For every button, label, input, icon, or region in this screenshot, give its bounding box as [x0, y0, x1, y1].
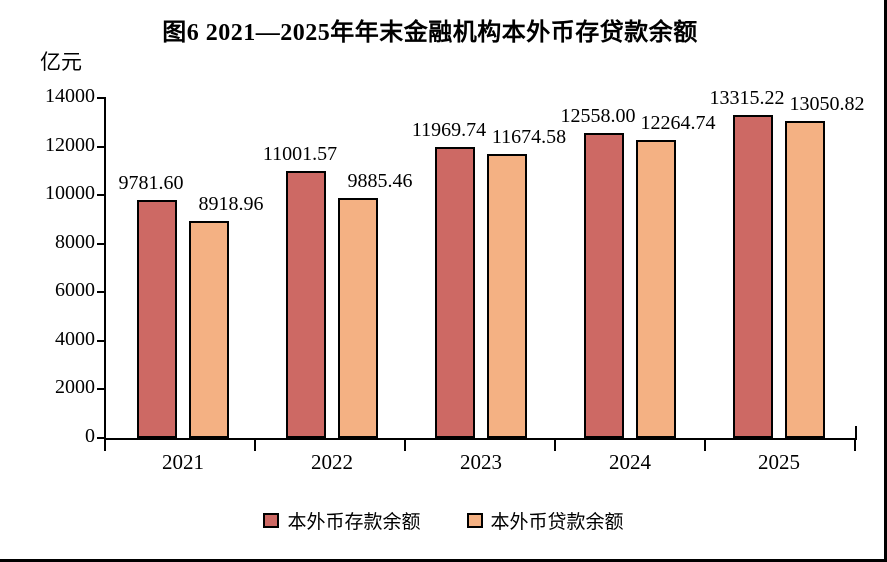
legend-swatch-deposits — [263, 513, 280, 528]
x-tick-label-2021: 2021 — [162, 450, 204, 474]
y-axis-unit-label: 亿元 — [40, 50, 82, 74]
y-axis-tick-4000 — [97, 339, 105, 342]
x-axis-tick-0 — [104, 438, 106, 451]
y-axis-tick-10000 — [97, 194, 105, 197]
bar-value-label-loans-2025: 13050.82 — [789, 93, 865, 116]
bar-loans-2023 — [487, 154, 527, 438]
bar-value-label-deposits-2022: 11001.57 — [262, 142, 338, 165]
y-tick-label-0: 0 — [85, 425, 95, 447]
legend-label-loans: 本外币贷款余额 — [490, 512, 624, 533]
legend-label-deposits: 本外币存款余额 — [287, 512, 421, 533]
y-tick-label-10000: 10000 — [45, 182, 95, 205]
x-tick-label-2024: 2024 — [609, 450, 651, 474]
bar-value-label-deposits-2023: 11969.74 — [411, 119, 487, 142]
bar-value-label-deposits-2024: 12558.00 — [560, 105, 636, 128]
x-axis-tick-4 — [704, 438, 706, 451]
y-axis-tick-0 — [97, 437, 105, 439]
bar-value-label-deposits-2025: 13315.22 — [709, 86, 785, 109]
bar-loans-2024 — [636, 140, 676, 438]
y-tick-label-8000: 8000 — [55, 230, 95, 253]
bar-deposits-2021 — [137, 200, 177, 438]
y-tick-label-2000: 2000 — [55, 376, 95, 399]
bar-loans-2025 — [785, 121, 825, 438]
x-axis-end-tick — [855, 426, 857, 439]
y-axis-tick-12000 — [97, 145, 105, 148]
y-axis-tick-6000 — [97, 291, 105, 294]
y-tick-label-4000: 4000 — [55, 327, 95, 350]
chart-title: 图6 2021—2025年年末金融机构本外币存贷款余额 — [162, 20, 698, 46]
y-axis — [104, 97, 106, 440]
y-tick-label-6000: 6000 — [55, 279, 95, 302]
legend-item-deposits: 本外币存款余额 — [263, 507, 421, 534]
x-axis-tick-3 — [554, 438, 556, 451]
bar-deposits-2024 — [584, 133, 624, 438]
x-axis — [104, 438, 857, 440]
bar-value-label-loans-2021: 8918.96 — [198, 193, 264, 216]
legend-item-loans: 本外币贷款余额 — [466, 507, 624, 534]
chart-legend: 本外币存款余额 本外币贷款余额 — [0, 507, 887, 534]
bar-loans-2021 — [189, 221, 229, 438]
bar-value-label-loans-2024: 12264.74 — [640, 112, 716, 135]
bar-value-label-deposits-2021: 9781.60 — [118, 172, 184, 195]
x-axis-tick-1 — [254, 438, 256, 451]
x-axis-tick-2 — [404, 438, 406, 451]
y-axis-tick-2000 — [97, 388, 105, 391]
legend-swatch-loans — [466, 513, 483, 528]
x-axis-tick-5 — [854, 438, 856, 451]
y-axis-tick-8000 — [97, 242, 105, 245]
y-tick-label-14000: 14000 — [45, 85, 95, 107]
bar-loans-2022 — [338, 197, 378, 438]
x-tick-label-2023: 2023 — [460, 450, 502, 474]
x-tick-label-2025: 2025 — [758, 450, 800, 474]
y-tick-label-12000: 12000 — [45, 133, 95, 156]
bar-deposits-2025 — [733, 114, 773, 438]
x-tick-label-2022: 2022 — [311, 450, 353, 474]
bar-value-label-loans-2023: 11674.58 — [491, 126, 567, 149]
y-axis-tick-14000 — [97, 97, 105, 99]
bar-deposits-2022 — [286, 170, 326, 438]
bar-value-label-loans-2022: 9885.46 — [347, 169, 413, 192]
bar-deposits-2023 — [435, 147, 475, 438]
